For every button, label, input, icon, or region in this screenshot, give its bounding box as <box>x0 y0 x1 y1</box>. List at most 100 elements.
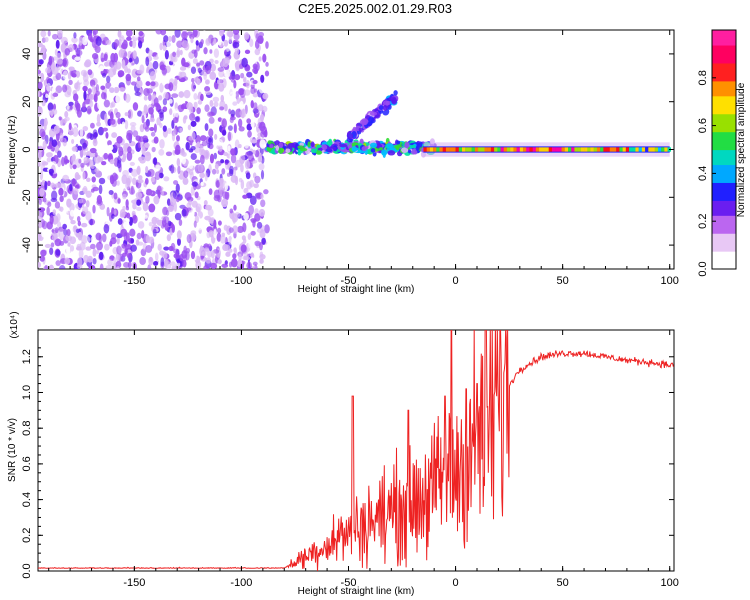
spectrogram-noise-cell <box>196 62 201 67</box>
spectrogram-noise-cell <box>193 220 197 228</box>
spectrogram-noise-cell <box>148 93 152 102</box>
snr-y-tick-label: 1.2 <box>21 349 33 364</box>
spectrogram-carrier-cell <box>407 149 412 154</box>
spectrogram-noise-cell <box>199 135 207 142</box>
spectrogram-noise-cell <box>38 233 42 242</box>
colorbar-tick-label: 0.2 <box>697 214 709 229</box>
spectrogram-noise-cell <box>136 69 144 75</box>
colorbar-step <box>712 254 736 258</box>
spectrogram-noise-cell <box>220 94 225 103</box>
spectrogram-carrier-cell <box>471 147 476 152</box>
colorbar-step <box>712 86 736 91</box>
spectrogram-carrier-cell <box>651 147 655 152</box>
spectrogram-noise-cell <box>113 174 119 181</box>
spectrogram-noise-cell <box>191 82 196 92</box>
spectrogram-noise-cell <box>241 57 248 68</box>
spectrogram-carrier-cell <box>571 147 575 152</box>
spectrogram-noise-cell <box>243 77 247 83</box>
spectrogram-noise-cell <box>55 72 62 81</box>
spectrogram-noise-cell <box>71 37 78 43</box>
spectrogram-noise-cell <box>92 204 96 214</box>
spectrogram-noise-cell <box>45 67 51 74</box>
spectrogram-noise-cell <box>161 75 166 86</box>
spectrogram-noise-cell <box>113 192 118 200</box>
spectrogram-noise-cell <box>185 141 190 151</box>
spectrogram-noise-cell <box>126 253 132 259</box>
spectrogram-noise-cell <box>104 113 108 123</box>
colorbar-step <box>712 197 736 201</box>
spectrogram-noise-cell <box>252 93 258 98</box>
spectrogram-noise-cell <box>66 198 72 208</box>
spectrogram-noise-cell <box>134 91 141 97</box>
spectrogram-noise-cell <box>78 36 83 46</box>
snr-x-tick-label: 0 <box>453 577 459 589</box>
spectrogram-noise-cell <box>129 161 135 166</box>
spectrogram-noise-cell <box>232 41 240 48</box>
colorbar-step <box>712 260 736 264</box>
snr-x-tick-label: -100 <box>230 577 252 589</box>
spectrogram-noise-cell <box>60 43 66 53</box>
spectrogram-noise-cell <box>207 243 212 250</box>
spectrogram-noise-cell <box>124 102 130 110</box>
spectrogram-noise-cell <box>46 114 51 123</box>
spectrogram-noise-cell <box>132 202 137 210</box>
spectrogram-noise-cell <box>233 204 237 211</box>
spectrogram-carrier-cell <box>568 147 572 152</box>
spectrogram-noise-cell <box>138 175 143 180</box>
spectrogram-carrier-cell <box>455 147 460 152</box>
spectrogram-noise-cell <box>64 111 69 118</box>
spectrogram-noise-cell <box>193 77 199 82</box>
spectrogram-carrier-cell <box>433 147 437 152</box>
spectrogram-noise-cell <box>222 129 227 136</box>
spectrogram-noise-cell <box>201 251 207 257</box>
spectrogram-carrier-cell <box>529 147 533 152</box>
spectrogram-noise-cell <box>148 49 153 57</box>
spectrogram-noise-cell <box>240 244 247 253</box>
spectrogram-noise-cell <box>206 249 213 258</box>
spectrogram-ticks: -150 -100 -50 0 50 100 -40 -20 0 20 40 <box>21 29 679 287</box>
spectrogram-noise-cell <box>66 85 72 96</box>
spectrogram-noise-cell <box>171 93 179 98</box>
colorbar-step <box>712 233 736 237</box>
spectrogram-carrier-cell <box>564 147 569 152</box>
spectrogram-noise-cell <box>260 74 265 83</box>
spectrogram-carrier-cell <box>327 146 332 152</box>
spectrogram-noise-cell <box>66 104 70 110</box>
spectrogram-noise-cell <box>66 228 71 237</box>
spectrogram-noise-cell <box>148 203 156 213</box>
spectrogram-noise-cell <box>106 144 114 151</box>
spectrogram-noise-cell <box>149 71 157 81</box>
spectrogram-noise-cell <box>50 147 55 152</box>
colorbar-step <box>712 35 736 40</box>
spectrogram-carrier-cell <box>299 147 308 152</box>
spectrogram-noise-cell <box>258 208 266 217</box>
spectrogram-noise-cell <box>124 93 131 103</box>
colorbar-step <box>712 158 736 163</box>
spectrogram-carrier-cell <box>561 147 566 152</box>
colorbar-step <box>712 248 736 252</box>
spectrogram-noise-cell <box>145 81 151 87</box>
spectrogram-noise-cell <box>121 174 128 185</box>
spectrogram-noise-cell <box>250 139 258 144</box>
spectrogram-noise-cell <box>118 36 124 42</box>
spectrogram-noise-cell <box>111 101 116 108</box>
snr-x-tick-label: 50 <box>557 577 569 589</box>
spectrogram-carrier-cell <box>503 147 508 152</box>
spectrogram-noise-cell <box>167 205 175 212</box>
spectrogram-noise-cell <box>168 98 173 104</box>
spectrogram-noise-cell <box>230 258 238 268</box>
spectrogram-noise-cell <box>199 154 205 165</box>
spectrogram-noise-cell <box>124 65 128 74</box>
spectrogram-noise-cell <box>137 179 144 184</box>
spectrogram-noise-cell <box>115 260 122 269</box>
spectrogram-noise-cell <box>39 171 44 181</box>
spectrogram-noise-cell <box>144 151 152 162</box>
spectrogram-noise-cell <box>205 37 211 46</box>
spectrogram-noise-cell <box>165 59 169 66</box>
spectrogram-noise-cell <box>44 36 49 43</box>
spectrogram-noise-cell <box>56 213 61 222</box>
spectrogram-branch-cell <box>382 104 388 111</box>
spectrogram-carrier-cell <box>616 147 620 152</box>
colorbar-step <box>712 83 736 88</box>
spectrogram-noise-cell <box>194 191 199 199</box>
